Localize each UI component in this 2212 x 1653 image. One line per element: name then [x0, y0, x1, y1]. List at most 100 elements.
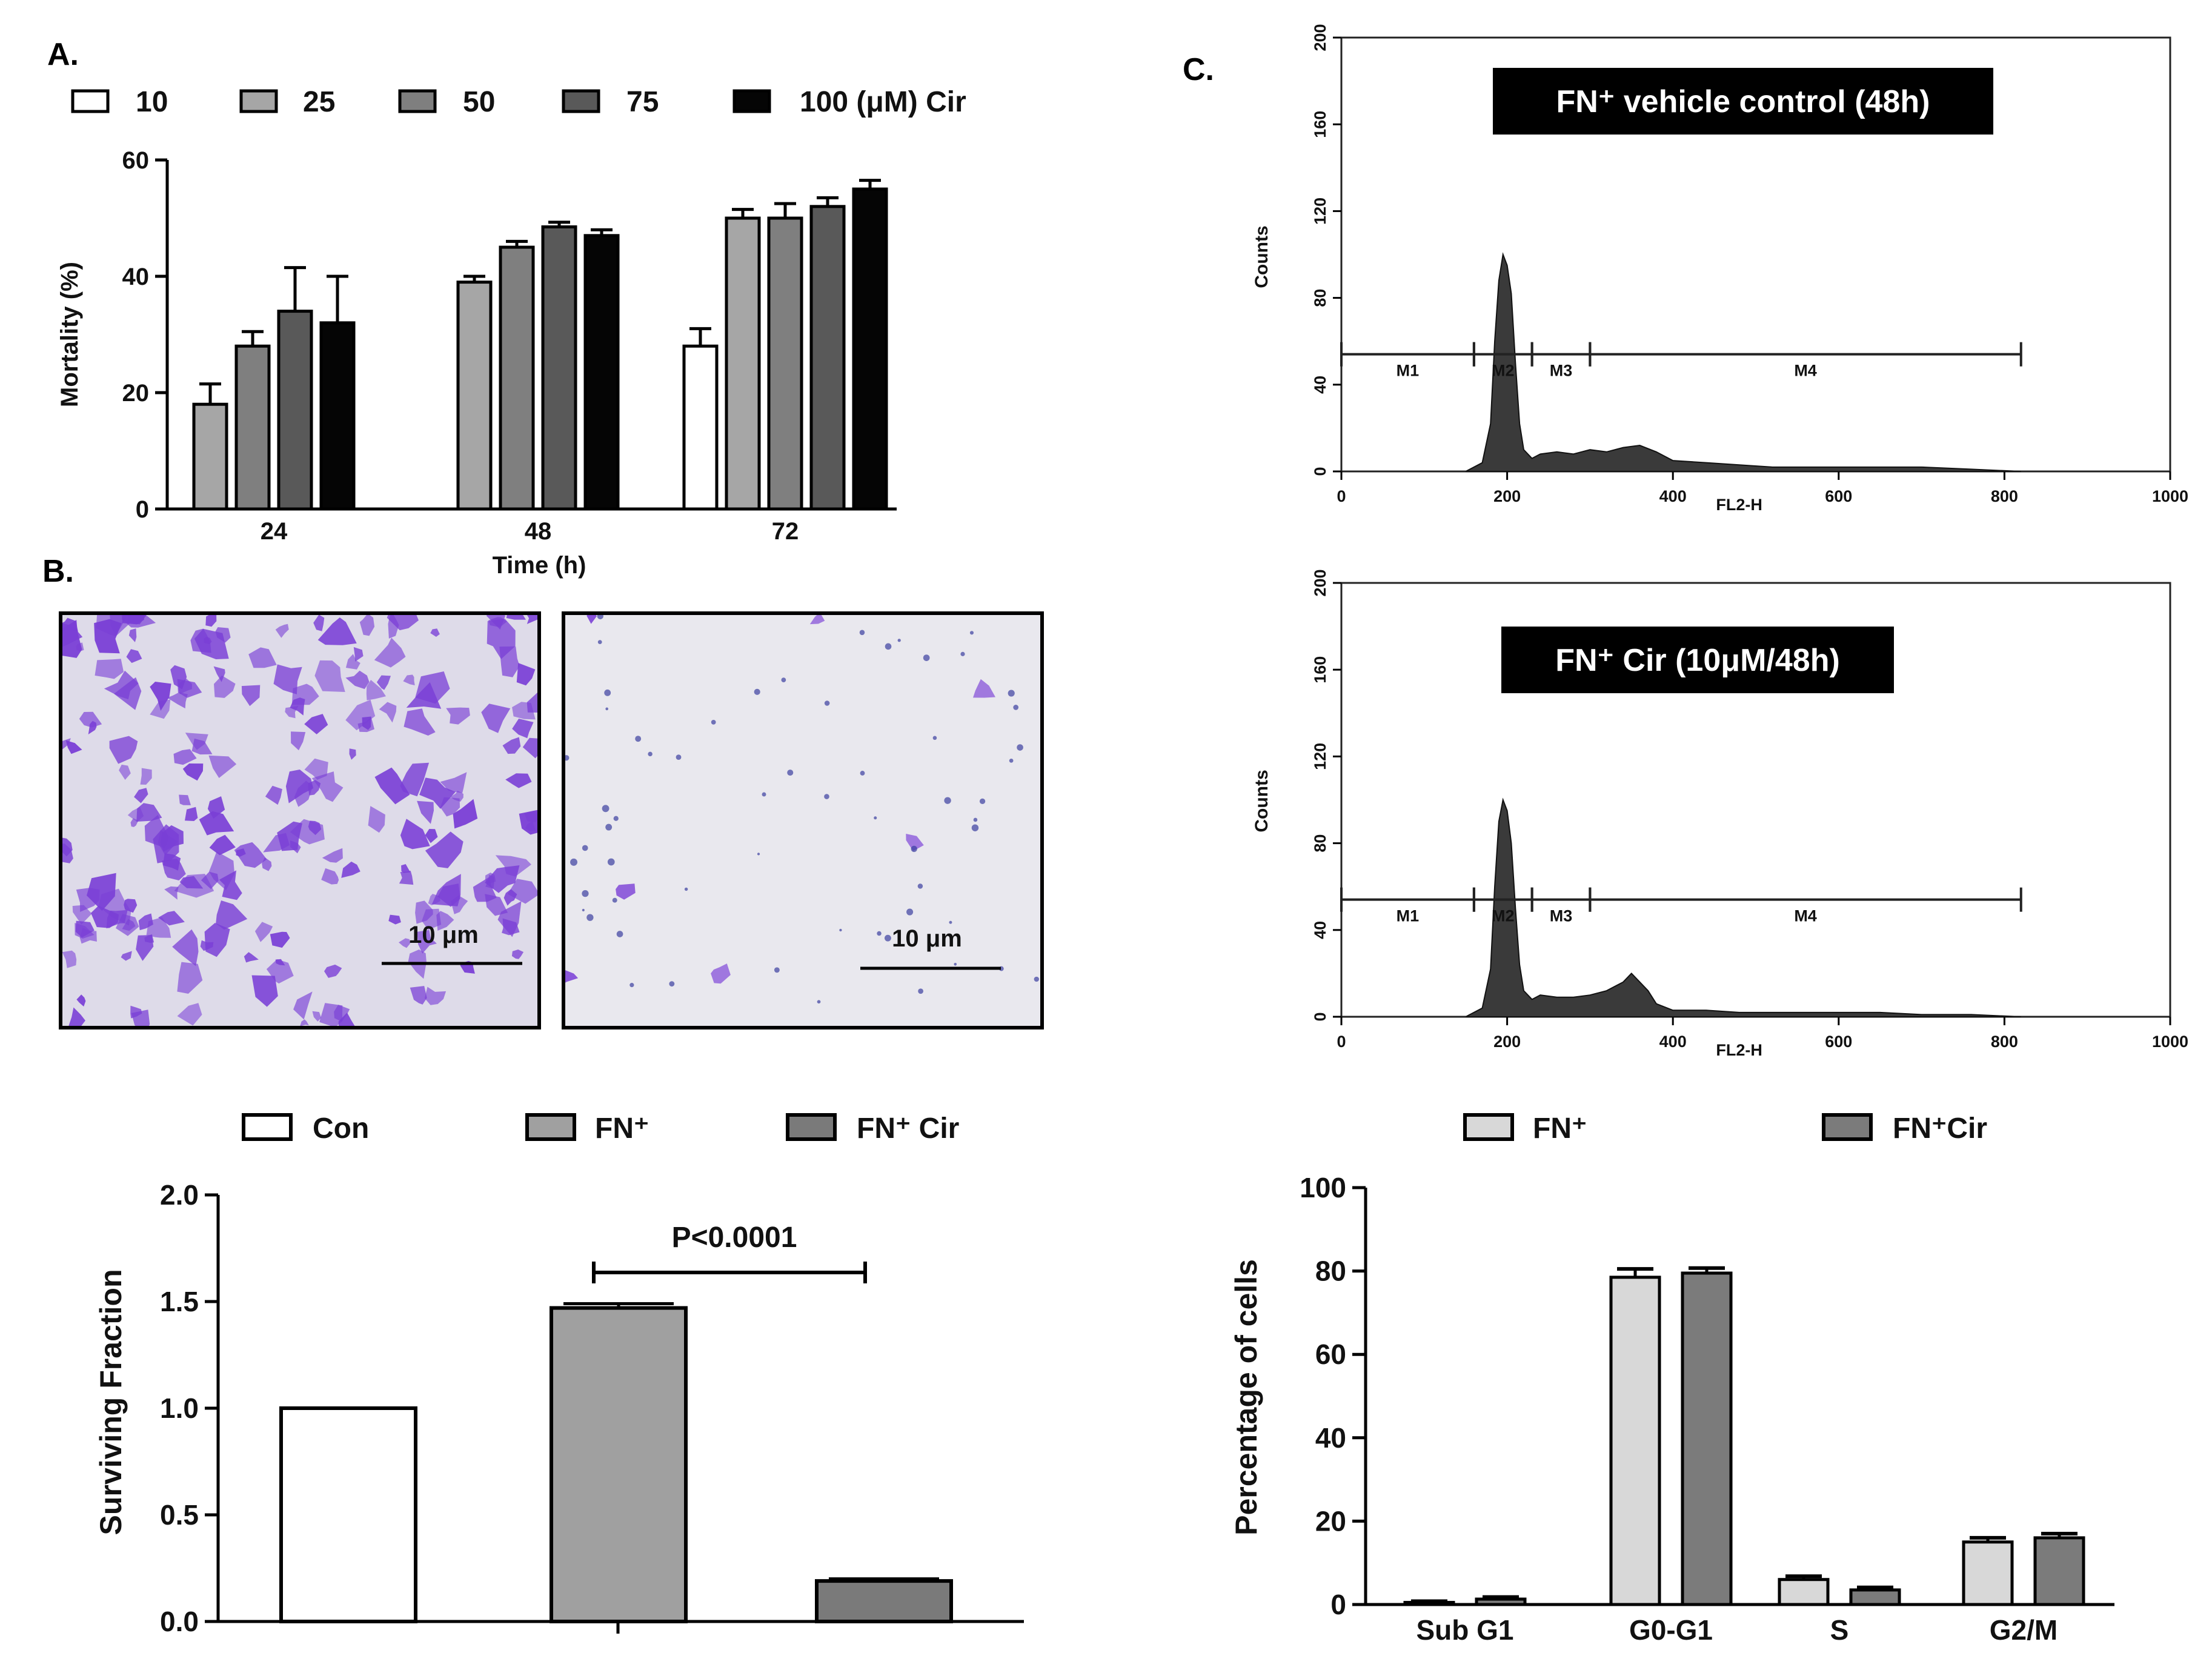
x-tick-label: G0-G1: [1629, 1614, 1713, 1646]
legend-swatch-con: [242, 1113, 293, 1141]
debris-dot: [839, 928, 842, 932]
bar: [809, 205, 846, 511]
debris-dot: [911, 845, 917, 853]
marker-label: M4: [1794, 907, 1817, 925]
stained-cell: [234, 842, 267, 868]
flow-histogram-vehicle: Counts FN⁺ vehicle control (48h) 0 40 80 12…: [1252, 24, 2188, 514]
stained-cell: [430, 628, 440, 637]
bar: [767, 216, 803, 511]
marker-label: M2: [1492, 362, 1515, 380]
debris-dot: [906, 908, 914, 916]
stained-cell: [140, 768, 152, 785]
debris-dot: [582, 890, 589, 897]
stained-cell: [208, 755, 237, 778]
stained-cell: [338, 1013, 356, 1028]
y-tick-label: 80: [1311, 834, 1329, 853]
panel-c-letter: C.: [1183, 52, 1214, 87]
stained-cell: [425, 986, 447, 1005]
stained-cell: [144, 814, 169, 848]
stained-cell: [134, 788, 148, 803]
stained-cell: [285, 770, 314, 803]
bar: [234, 344, 271, 511]
stained-cell: [502, 737, 521, 754]
y-tick-label: 60: [122, 147, 150, 174]
debris-dot: [932, 736, 937, 740]
debris-dot: [597, 640, 602, 645]
y-tick-label: 0: [1311, 467, 1329, 476]
y-tick-label: 120: [1311, 198, 1329, 225]
x-tick-label: 400: [1659, 487, 1687, 505]
y-tick-label: 100: [1300, 1172, 1346, 1203]
bar: [1403, 1601, 1455, 1606]
x-tick-label: G2/M: [1990, 1614, 2058, 1646]
stained-cell: [244, 952, 259, 963]
bar: [277, 310, 313, 511]
stained-cell: [214, 675, 236, 698]
debris-dot: [582, 845, 588, 851]
mortality-bar-chart: Mortality (%) Time (h) 0 20 40 60 24 48 72: [56, 147, 897, 579]
debris-dot: [917, 883, 923, 889]
marker-label: M3: [1550, 907, 1573, 925]
debris-dot: [602, 805, 609, 813]
stained-cell: [973, 679, 995, 698]
stained-cell: [410, 986, 427, 1005]
stained-cell: [68, 1007, 85, 1028]
debris-dot: [781, 677, 786, 682]
stained-cell: [270, 931, 290, 948]
histogram-title: FN⁺ vehicle control (48h): [1556, 84, 1930, 119]
stained-cell: [485, 894, 508, 916]
stained-cell: [62, 950, 77, 968]
surviving-fraction-chart: Surviving Fraction 0.0 0.5 1.0 1.5 2.0 P<0.0…: [94, 1179, 1024, 1637]
panel-b-legend: Con FN⁺ FN⁺ Cir: [242, 1113, 959, 1145]
legend-label-fn-cir: FN⁺Cir: [1893, 1113, 1987, 1145]
stained-cell: [273, 664, 302, 694]
stained-cell: [419, 777, 456, 809]
stained-cell: [497, 901, 522, 937]
stained-cell: [88, 720, 97, 734]
y-tick-label: 40: [1311, 376, 1329, 394]
stained-cell: [507, 879, 539, 904]
x-tick-label: 400: [1659, 1033, 1687, 1051]
debris-dot: [711, 720, 716, 725]
debris-dot: [969, 631, 974, 635]
stained-cell: [182, 763, 204, 781]
debris-dot: [824, 700, 830, 706]
debris-dot: [570, 858, 577, 866]
debris-dot: [860, 771, 865, 776]
debris-dot: [1017, 744, 1023, 751]
y-axis-label: Counts: [1252, 770, 1272, 832]
stained-cell: [341, 861, 360, 878]
x-tick-label: 800: [1991, 487, 2018, 505]
stained-cell: [485, 873, 496, 884]
stained-cell: [209, 851, 235, 891]
debris-dot: [604, 689, 611, 696]
y-tick-label: 0.5: [160, 1499, 199, 1531]
y-tick-label: 0: [1330, 1589, 1346, 1620]
stained-cell: [119, 764, 131, 780]
debris-dot: [979, 798, 986, 805]
panel-a-letter: A.: [47, 37, 79, 72]
histogram-area: [1465, 252, 2021, 472]
debris-dot: [754, 688, 760, 695]
debris-dot: [885, 643, 892, 650]
p-value-label: P<0.0001: [672, 1222, 797, 1254]
bar: [1849, 1588, 1901, 1606]
stained-cell: [277, 821, 302, 851]
stained-cell: [173, 749, 197, 765]
legend-swatch-50: [398, 89, 437, 113]
bar: [1962, 1540, 2014, 1606]
y-tick-label: 2.0: [160, 1179, 199, 1211]
significance-annotation: P<0.0001: [592, 1222, 867, 1283]
debris-dot: [973, 817, 978, 822]
cell-cycle-bar-chart: Percentage of cells 0 20 40 60 80 100 Sub G1 G…: [1229, 1172, 2114, 1646]
x-tick-label: 600: [1825, 1033, 1852, 1051]
stained-cell: [353, 647, 364, 662]
stained-cell: [525, 821, 536, 831]
stained-cell: [388, 914, 401, 925]
legend-label-fn: FN⁺: [1533, 1113, 1587, 1145]
legend-label-75: 75: [626, 86, 659, 118]
stained-cell: [374, 767, 410, 805]
y-tick-label: 0.0: [160, 1606, 199, 1637]
legend-swatch-fn: [1463, 1113, 1514, 1141]
stained-cell: [251, 975, 278, 1007]
